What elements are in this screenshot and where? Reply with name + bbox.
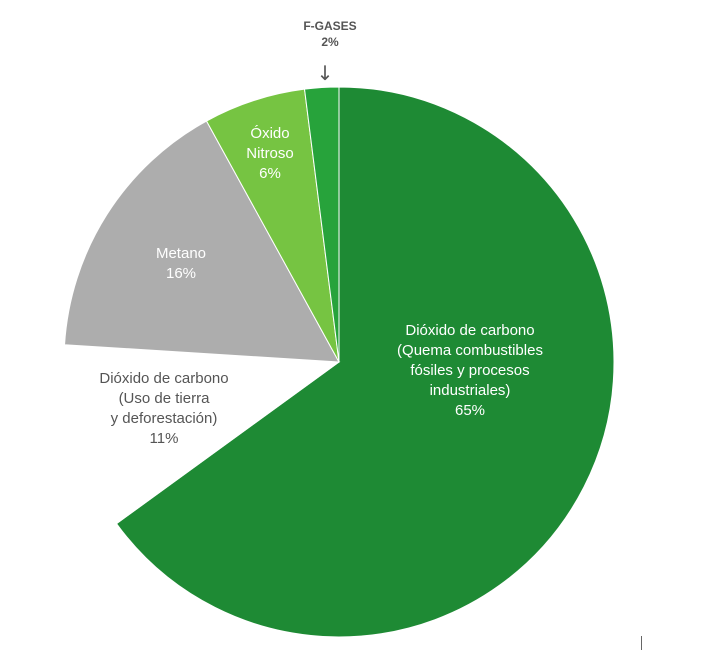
slice-co2-combustion-label: (Quema combustibles xyxy=(397,342,543,359)
slice-co2-land-use-label: Dióxido de carbono xyxy=(99,370,228,387)
f-gases-arrow-icon: ↓ xyxy=(317,61,334,85)
slice-co2-combustion xyxy=(115,86,615,638)
slice-co2-land-use-percent-label: 11% xyxy=(150,430,179,447)
pie-slices xyxy=(63,86,615,638)
slice-methane xyxy=(64,120,340,363)
slice-f-gases-percent-label: 2% xyxy=(321,35,339,49)
pie-labels: Dióxido de carbono (Quema combustibles fós… xyxy=(99,19,543,447)
slice-co2-land-use-label: (Uso de tierra xyxy=(119,390,211,407)
slice-co2-combustion-label: fósiles y procesos xyxy=(410,362,529,379)
slice-methane-percent-label: 16% xyxy=(166,265,196,282)
slice-f-gases-label: F-GASES xyxy=(303,19,356,33)
slice-nitrous-oxide-label: Óxido xyxy=(250,125,289,142)
slice-f-gases xyxy=(303,86,340,363)
slice-methane-label: Metano xyxy=(156,245,206,262)
slice-co2-land-use xyxy=(63,344,341,525)
edge-tick-mark xyxy=(641,636,642,650)
slice-nitrous-oxide-label: Nitroso xyxy=(246,145,294,162)
slice-co2-land-use-label: y deforestación) xyxy=(111,410,218,427)
slice-co2-combustion-percent-label: 65% xyxy=(455,402,485,419)
slice-co2-combustion-label: industriales) xyxy=(430,382,511,399)
slice-co2-combustion-label: Dióxido de carbono xyxy=(405,322,534,339)
slice-nitrous-oxide-percent-label: 6% xyxy=(259,165,281,182)
